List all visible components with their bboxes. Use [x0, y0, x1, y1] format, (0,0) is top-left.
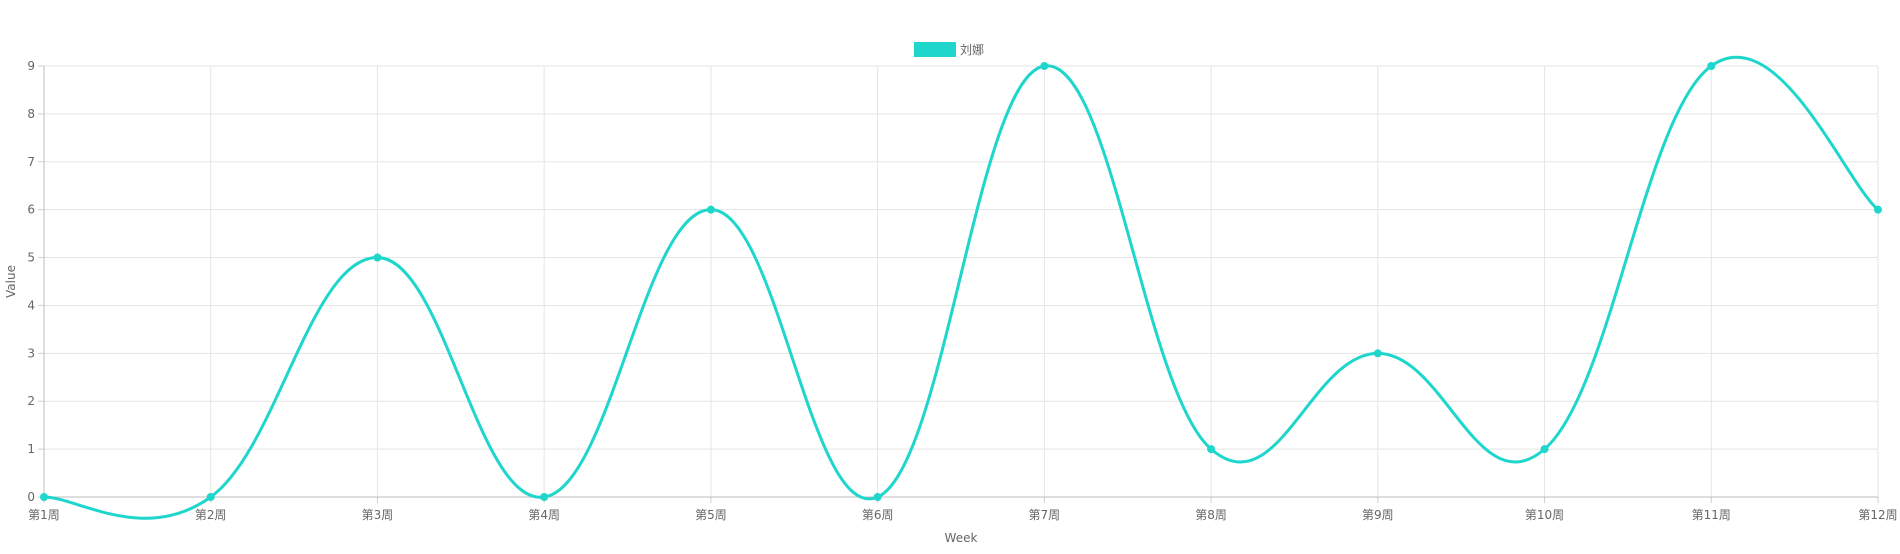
data-point	[1540, 445, 1549, 454]
data-point	[373, 253, 382, 262]
data-point	[706, 205, 715, 214]
data-point	[206, 493, 215, 501]
y-tick-label: 7	[27, 155, 35, 169]
x-tick-label: 第2周	[195, 508, 227, 522]
grid	[43, 65, 1879, 498]
x-tick-label: 第10周	[1525, 508, 1564, 522]
data-point	[540, 493, 549, 501]
data-point	[1040, 62, 1049, 70]
legend-swatch[interactable]	[914, 42, 956, 57]
y-tick-label: 1	[27, 442, 35, 456]
data-point	[1373, 349, 1382, 358]
y-tick-label: 4	[27, 298, 35, 312]
series-line	[43, 55, 1879, 520]
data-point	[1707, 62, 1716, 70]
x-tick-label: 第9周	[1362, 508, 1394, 522]
data-point	[40, 493, 48, 501]
x-tick-label: 第5周	[695, 508, 727, 522]
y-tick-label: 3	[27, 346, 35, 360]
x-axis-title: Week	[945, 531, 978, 545]
data-point	[873, 493, 882, 501]
x-tick-label: 第8周	[1195, 508, 1227, 522]
legend-label[interactable]: 刘娜	[960, 43, 984, 57]
data-point	[1207, 445, 1216, 454]
y-tick-label: 2	[27, 394, 35, 408]
x-tick-label: 第6周	[862, 508, 894, 522]
y-tick-label: 0	[27, 490, 35, 504]
y-tick-label: 5	[27, 251, 35, 265]
y-axis-title: Value	[4, 265, 18, 298]
x-tick-label: 第11周	[1692, 508, 1731, 522]
x-tick-label: 第3周	[362, 508, 394, 522]
data-point	[1874, 205, 1882, 214]
y-tick-label: 6	[27, 203, 35, 217]
y-tick-label: 8	[27, 107, 35, 121]
series	[40, 55, 1882, 520]
x-tick-label: 第4周	[528, 508, 560, 522]
legend[interactable]: 刘娜	[914, 42, 984, 57]
x-tick-label: 第12周	[1858, 508, 1897, 522]
y-tick-label: 9	[27, 59, 35, 73]
x-tick-label: 第1周	[28, 508, 60, 522]
x-tick-label: 第7周	[1029, 508, 1061, 522]
